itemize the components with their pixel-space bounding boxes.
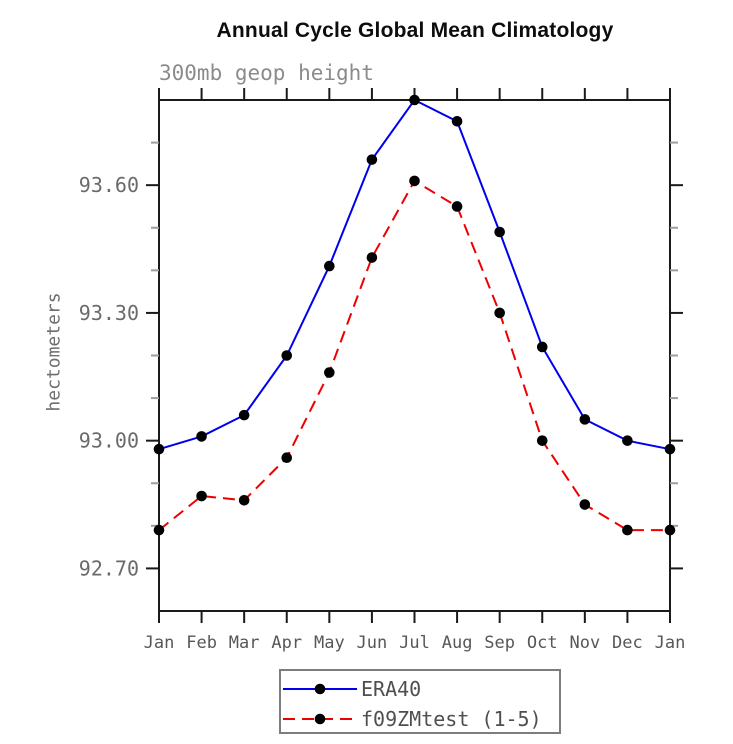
data-point-marker bbox=[451, 115, 463, 127]
data-point-marker bbox=[153, 524, 165, 536]
data-point-marker bbox=[409, 94, 420, 106]
x-tick-label: Apr bbox=[271, 633, 302, 653]
x-tick-label: Feb bbox=[186, 633, 217, 653]
x-tick-label: May bbox=[314, 633, 345, 653]
data-point-marker bbox=[664, 524, 676, 536]
y-tick-label: 92.70 bbox=[79, 556, 139, 580]
data-point-marker bbox=[196, 431, 207, 442]
series-era40 bbox=[153, 94, 676, 455]
data-point-marker bbox=[536, 341, 548, 353]
x-tick-label: Jun bbox=[357, 633, 388, 653]
y-tick-label: 93.60 bbox=[79, 173, 139, 197]
chart-title: Annual Cycle Global Mean Climatology bbox=[216, 19, 614, 42]
series-f09zmtest-1-5 bbox=[153, 175, 676, 536]
x-tick-label: Aug bbox=[442, 633, 473, 653]
data-point-marker bbox=[494, 226, 505, 238]
data-point-marker bbox=[196, 490, 207, 502]
y-tick-label: 93.00 bbox=[79, 429, 139, 453]
data-point-marker bbox=[366, 154, 378, 165]
chart-subtitle: 300mb geop height bbox=[159, 61, 374, 85]
x-axis-labels: Jan Feb Mar Apr May Jun Jul Aug Sep Oct Nov Dec Jan bbox=[144, 633, 686, 653]
legend-marker bbox=[314, 713, 326, 725]
data-point-marker bbox=[664, 443, 676, 455]
y-tick-label: 93.30 bbox=[79, 301, 139, 325]
x-tick-label: Nov bbox=[569, 633, 600, 653]
data-point-marker bbox=[281, 350, 293, 361]
series-line-f09zmtest-1-5 bbox=[158, 179, 670, 532]
x-tick-label: Dec bbox=[612, 633, 643, 653]
x-tick-label: Jan bbox=[144, 633, 175, 653]
series-line-era40 bbox=[158, 98, 671, 451]
data-point-marker bbox=[324, 260, 335, 272]
data-point-marker bbox=[366, 252, 378, 263]
x-tick-label: Mar bbox=[229, 633, 260, 653]
legend-label: ERA40 bbox=[361, 677, 421, 701]
data-point-marker bbox=[622, 524, 633, 536]
data-point-marker bbox=[451, 201, 463, 212]
data-point-marker bbox=[622, 435, 633, 446]
y-axis-labels: 92.70 93.00 93.30 93.60 bbox=[79, 173, 139, 580]
x-tick-label: Oct bbox=[527, 633, 558, 653]
legend-label: f09ZMtest (1-5) bbox=[361, 707, 542, 731]
data-point-marker bbox=[238, 494, 250, 506]
data-point-marker bbox=[281, 452, 293, 464]
x-tick-label: Jul bbox=[399, 633, 430, 653]
x-tick-label: Jan bbox=[655, 633, 686, 653]
data-point-marker bbox=[324, 367, 335, 378]
x-tick-label: Sep bbox=[484, 633, 515, 653]
data-point-marker bbox=[579, 499, 591, 510]
data-point-marker bbox=[579, 414, 591, 425]
data-point-marker bbox=[153, 443, 165, 455]
x-axis-ticks bbox=[158, 88, 671, 623]
legend-box bbox=[279, 669, 561, 734]
data-point-marker bbox=[238, 409, 250, 421]
legend-marker bbox=[314, 683, 326, 695]
data-point-marker bbox=[494, 307, 505, 319]
legend: ERA40 f09ZMtest (1-5) bbox=[279, 669, 561, 734]
data-point-marker bbox=[536, 435, 548, 446]
y-axis-ticks bbox=[146, 141, 683, 570]
data-point-marker bbox=[409, 175, 420, 187]
